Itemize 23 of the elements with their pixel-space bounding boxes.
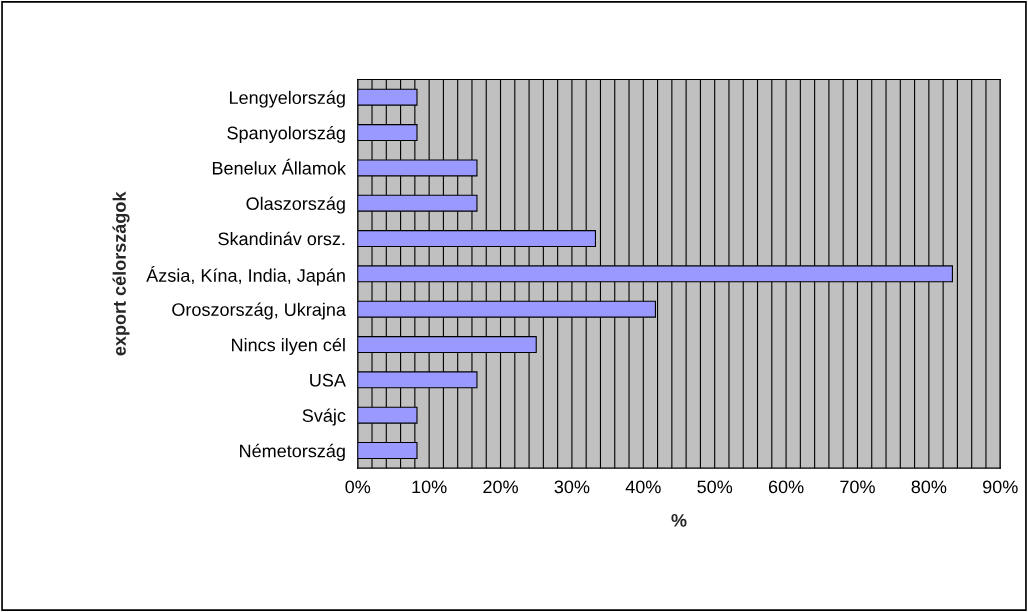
x-tick-label: 0% <box>345 480 371 494</box>
x-tick-label: 80% <box>911 480 947 494</box>
y-tick-label: Németország <box>240 443 345 461</box>
x-tick-label: 60% <box>768 480 804 494</box>
y-tick-label: Olaszország <box>246 196 345 214</box>
y-tick-label: Skandináv orsz. <box>218 231 345 246</box>
y-tick-label: Svájc <box>302 408 346 426</box>
x-tick-label: 30% <box>554 480 590 494</box>
x-tick-label: 70% <box>840 480 875 494</box>
x-tick-label: 90% <box>983 480 1018 494</box>
y-tick-label: Lengyelország <box>229 90 345 108</box>
y-axis-title: export célországok <box>112 191 130 356</box>
x-tick-label: 50% <box>697 480 733 494</box>
y-tick-label: Spanyolország <box>227 125 345 143</box>
x-tick-label: 40% <box>625 480 661 494</box>
y-tick-label: USA <box>310 373 346 387</box>
x-tick-label: 10% <box>412 480 447 494</box>
y-tick-label: Ázsia, Kína, India, Japán <box>146 266 345 286</box>
y-tick-label: Oroszország, Ukrajna <box>172 302 346 320</box>
y-tick-label: Nincs ilyen cél <box>232 337 345 355</box>
x-tick-label: 20% <box>483 480 518 494</box>
y-tick-label: Benelux Államok <box>212 158 346 175</box>
x-axis-title: % <box>671 514 687 527</box>
